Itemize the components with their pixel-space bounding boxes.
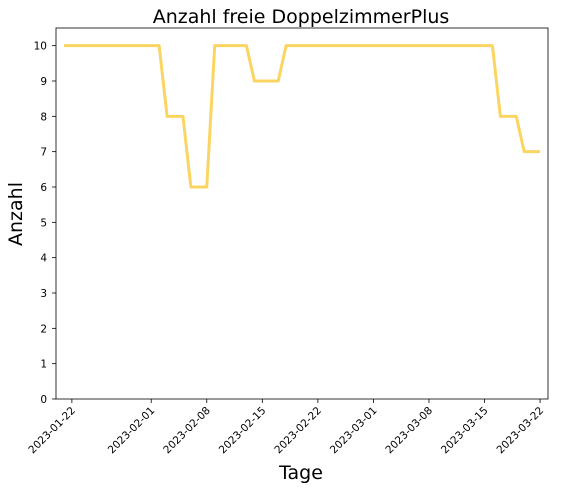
series-line [63, 44, 541, 189]
x-tick-label: 2023-02-22 [272, 405, 324, 457]
y-axis: 0 1 2 3 4 5 6 7 8 9 10 [34, 41, 56, 406]
y-tick-label: 4 [40, 253, 47, 265]
y-tick-label: 9 [40, 76, 47, 88]
x-tick-label: 2023-03-22 [495, 405, 547, 457]
x-tick-label: 2023-03-01 [328, 405, 380, 457]
x-axis: 2023-01-22 2023-02-01 2023-02-08 2023-02-15… [26, 399, 546, 456]
y-axis-label: Anzahl [5, 182, 27, 246]
y-tick-label: 2 [40, 323, 47, 335]
y-tick-label: 1 [40, 359, 47, 371]
y-tick-label: 8 [40, 111, 47, 123]
x-tick-label: 2023-02-01 [106, 405, 158, 457]
x-tick-label: 2023-03-15 [439, 405, 491, 457]
y-tick-label: 5 [40, 217, 47, 229]
y-tick-label: 6 [40, 182, 47, 194]
x-tick-label: 2023-03-08 [383, 405, 435, 457]
x-tick-label: 2023-01-22 [26, 405, 78, 457]
y-tick-label: 0 [40, 394, 47, 406]
x-axis-label: Tage [278, 462, 323, 484]
y-tick-label: 3 [40, 288, 47, 300]
x-tick-label: 2023-02-15 [217, 405, 269, 457]
x-tick-label: 2023-02-08 [161, 405, 213, 457]
y-tick-label: 7 [40, 147, 47, 159]
chart-title: Anzahl freie DoppelzimmerPlus [153, 6, 450, 28]
plot-area [55, 27, 549, 400]
y-tick-label: 10 [34, 41, 47, 53]
